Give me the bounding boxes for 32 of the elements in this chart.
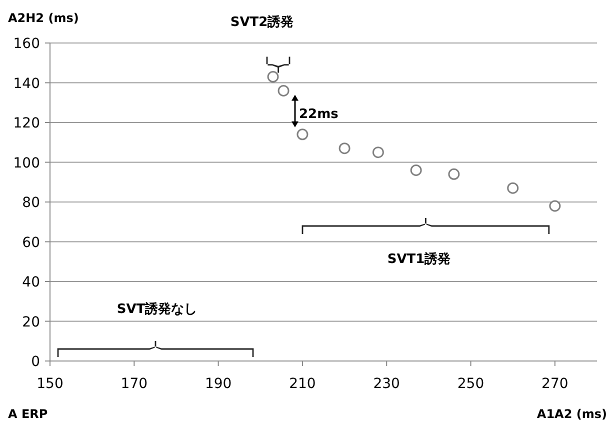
x-tick-label: 150 <box>36 376 64 392</box>
y-tick-label: 100 <box>13 155 40 172</box>
point <box>278 84 290 96</box>
annotation: SVT1誘発 <box>387 251 451 267</box>
point <box>448 168 460 180</box>
text: SVT2誘発 <box>230 14 294 30</box>
x-tick-label: 250 <box>457 376 484 392</box>
y-tick-label: 60 <box>22 234 40 251</box>
x-tick-label: 210 <box>289 376 316 392</box>
point <box>507 182 519 194</box>
y-tick-label: 0 <box>31 354 40 370</box>
point <box>410 164 422 176</box>
annotation: 22ms <box>299 107 339 122</box>
y-tick-label: 140 <box>13 76 40 92</box>
x-tick-label: 270 <box>542 376 568 392</box>
point <box>372 146 384 158</box>
y-tick-label: 80 <box>22 195 40 211</box>
x-tick-label: 230 <box>373 376 400 392</box>
y-tick-label: 40 <box>22 274 40 290</box>
annotation: SVT誘発なし <box>116 301 198 317</box>
point <box>549 200 561 212</box>
point <box>296 128 308 140</box>
point <box>338 142 350 154</box>
y-tick-label: 160 <box>13 36 40 52</box>
x-tick-label: 170 <box>120 376 148 392</box>
x-axis-title: A1A2 (ms) <box>536 407 607 421</box>
y-axis-title: A2H2 (ms) <box>8 11 79 25</box>
point <box>267 71 279 83</box>
text: A ERP <box>8 407 48 421</box>
x-tick-label: 190 <box>204 376 232 392</box>
y-tick-label: 120 <box>13 116 40 132</box>
y-tick-label: 20 <box>22 314 40 330</box>
